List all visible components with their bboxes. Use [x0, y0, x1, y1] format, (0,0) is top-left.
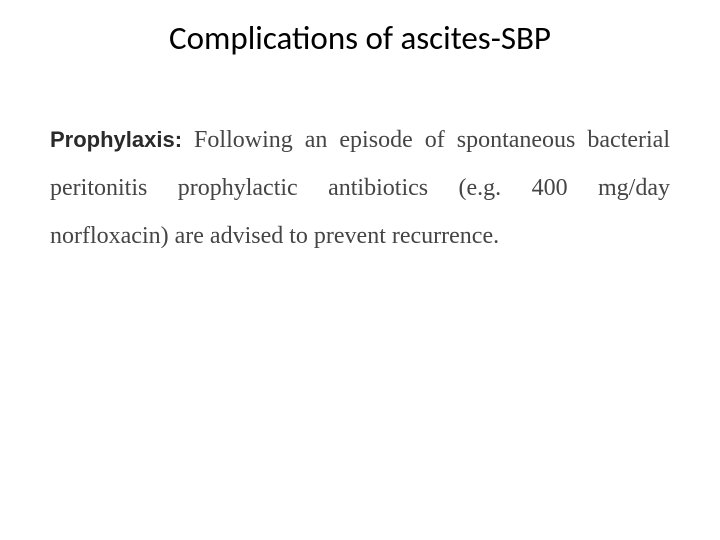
slide-title: Complications of ascites-SBP — [48, 18, 672, 58]
slide-container: Complications of ascites-SBP Prophylaxis… — [0, 0, 720, 540]
body-paragraph: Prophylaxis: Following an episode of spo… — [48, 116, 672, 260]
body-label: Prophylaxis: — [50, 127, 182, 152]
